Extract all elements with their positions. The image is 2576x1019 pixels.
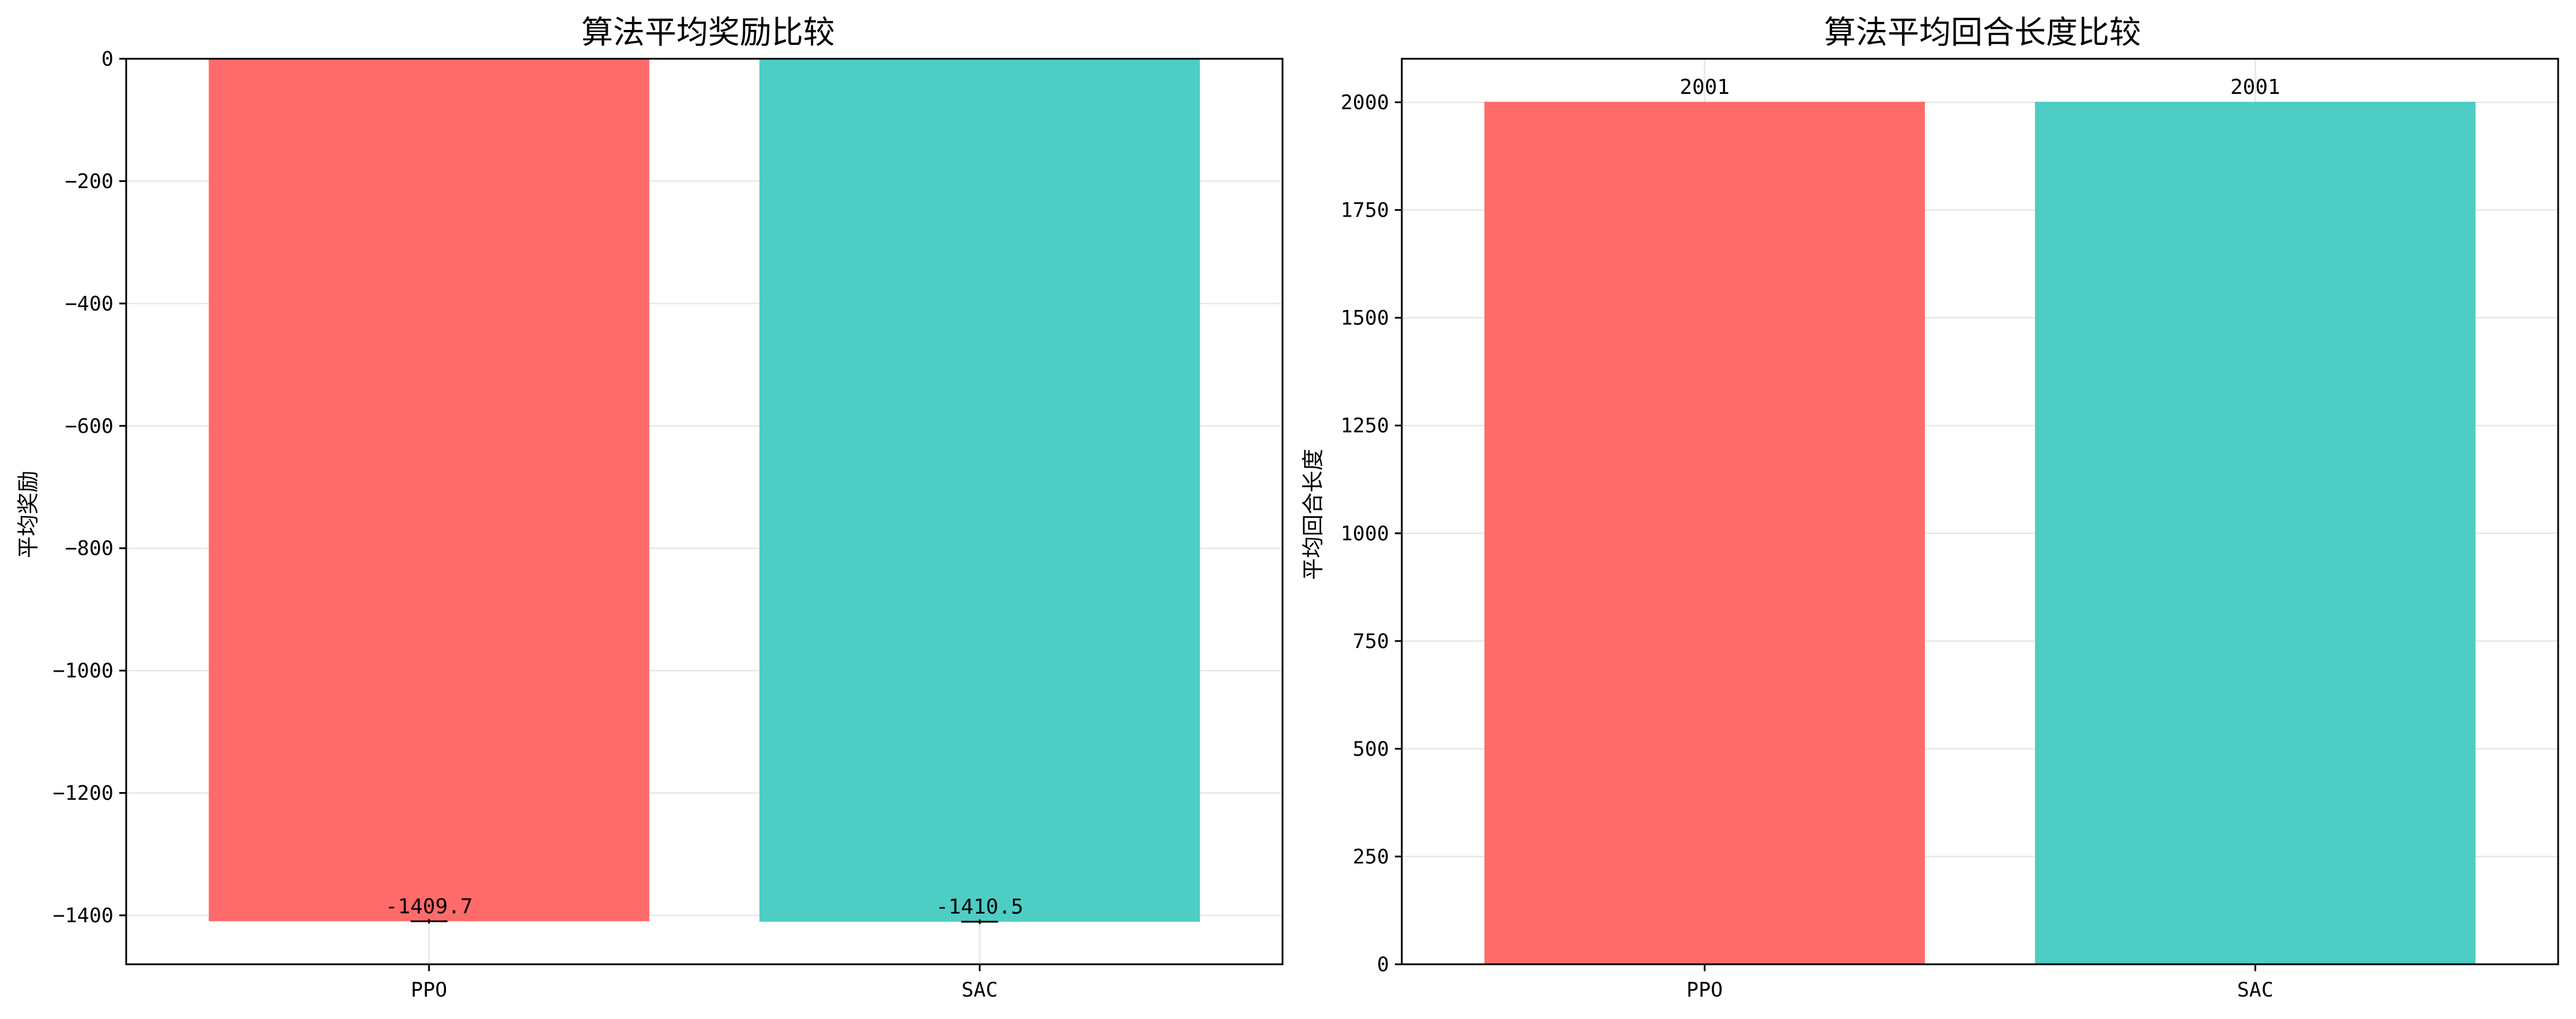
reward-chart-y-tick-label-4: −800 xyxy=(65,537,114,560)
episode-length-chart-value-label-ppo: 2001 xyxy=(1679,75,1730,99)
reward-chart-y-tick-label-6: −1200 xyxy=(53,782,114,805)
reward-chart-ticks: 0 −200 −400 −600 −800 −1000 −1200 −1400 PPO SAC xyxy=(53,48,998,1002)
reward-chart-bar-sac xyxy=(759,59,1200,922)
episode-length-chart-bar-ppo xyxy=(1484,101,1925,964)
reward-chart-plot-frame xyxy=(125,58,1284,965)
reward-chart-y-tick-label-1: −200 xyxy=(65,170,114,193)
reward-chart-x-tick-label-sac: SAC xyxy=(962,979,998,1002)
reward-chart-y-axis-label: 平均奖励 xyxy=(16,471,41,558)
reward-chart-title: 算法平均奖励比较 xyxy=(581,14,835,51)
episode-length-chart-y-tick-label-6: 1500 xyxy=(1341,307,1389,330)
episode-length-chart-ticks: 0 250 500 750 1000 1250 1500 1750 2000 PPO SAC xyxy=(1341,92,2274,1002)
episode-length-chart-x-tick-label-sac: SAC xyxy=(2237,979,2274,1002)
episode-length-chart-y-tick-label-7: 1750 xyxy=(1341,199,1389,222)
reward-chart-y-tick-label-0: 0 xyxy=(101,48,114,71)
episode-length-chart-y-tick-label-3: 750 xyxy=(1353,630,1389,653)
episode-length-chart-bar-sac xyxy=(2035,101,2476,964)
episode-length-chart-title: 算法平均回合长度比较 xyxy=(1824,14,2141,51)
episode-length-chart-y-tick-label-4: 1000 xyxy=(1341,522,1389,546)
reward-chart-bar-ppo xyxy=(209,59,649,922)
episode-length-chart-bars xyxy=(1484,101,2476,964)
episode-length-chart-y-tick-label-2: 500 xyxy=(1353,738,1389,761)
reward-chart-x-tick-label-ppo: PPO xyxy=(411,979,447,1002)
episode-length-chart-plot-frame xyxy=(1401,58,2559,965)
reward-chart-value-label-ppo: -1409.7 xyxy=(385,895,473,918)
reward-chart: 算法平均奖励比较 平均奖励 0 −200 −400 −600 −800 −1000 −120… xyxy=(16,14,1284,1002)
episode-length-chart-y-tick-label-1: 250 xyxy=(1353,846,1389,869)
episode-length-chart-value-labels: 2001 2001 xyxy=(1679,75,2280,99)
episode-length-chart-y-axis-label: 平均回合长度 xyxy=(1300,449,1326,580)
episode-length-chart-value-label-sac: 2001 xyxy=(2230,75,2280,99)
episode-length-chart-y-tick-label-0: 0 xyxy=(1377,953,1389,976)
episode-length-chart-x-tick-label-ppo: PPO xyxy=(1686,979,1723,1002)
reward-chart-value-labels: -1409.7 -1410.5 xyxy=(385,895,1023,925)
reward-chart-y-tick-label-7: −1400 xyxy=(53,904,114,927)
reward-chart-y-tick-label-5: −1000 xyxy=(53,660,114,683)
reward-chart-y-tick-label-2: −400 xyxy=(65,293,114,316)
episode-length-chart-y-tick-label-5: 1250 xyxy=(1341,415,1389,438)
episode-length-chart-y-tick-label-8: 2000 xyxy=(1341,92,1389,115)
episode-length-chart: 算法平均回合长度比较 平均回合长度 0 250 500 750 1000 1250 1500… xyxy=(1300,14,2559,1002)
reward-chart-value-label-sac: -1410.5 xyxy=(936,895,1023,919)
reward-chart-y-tick-label-3: −600 xyxy=(65,415,114,438)
reward-chart-bars xyxy=(209,59,1200,922)
